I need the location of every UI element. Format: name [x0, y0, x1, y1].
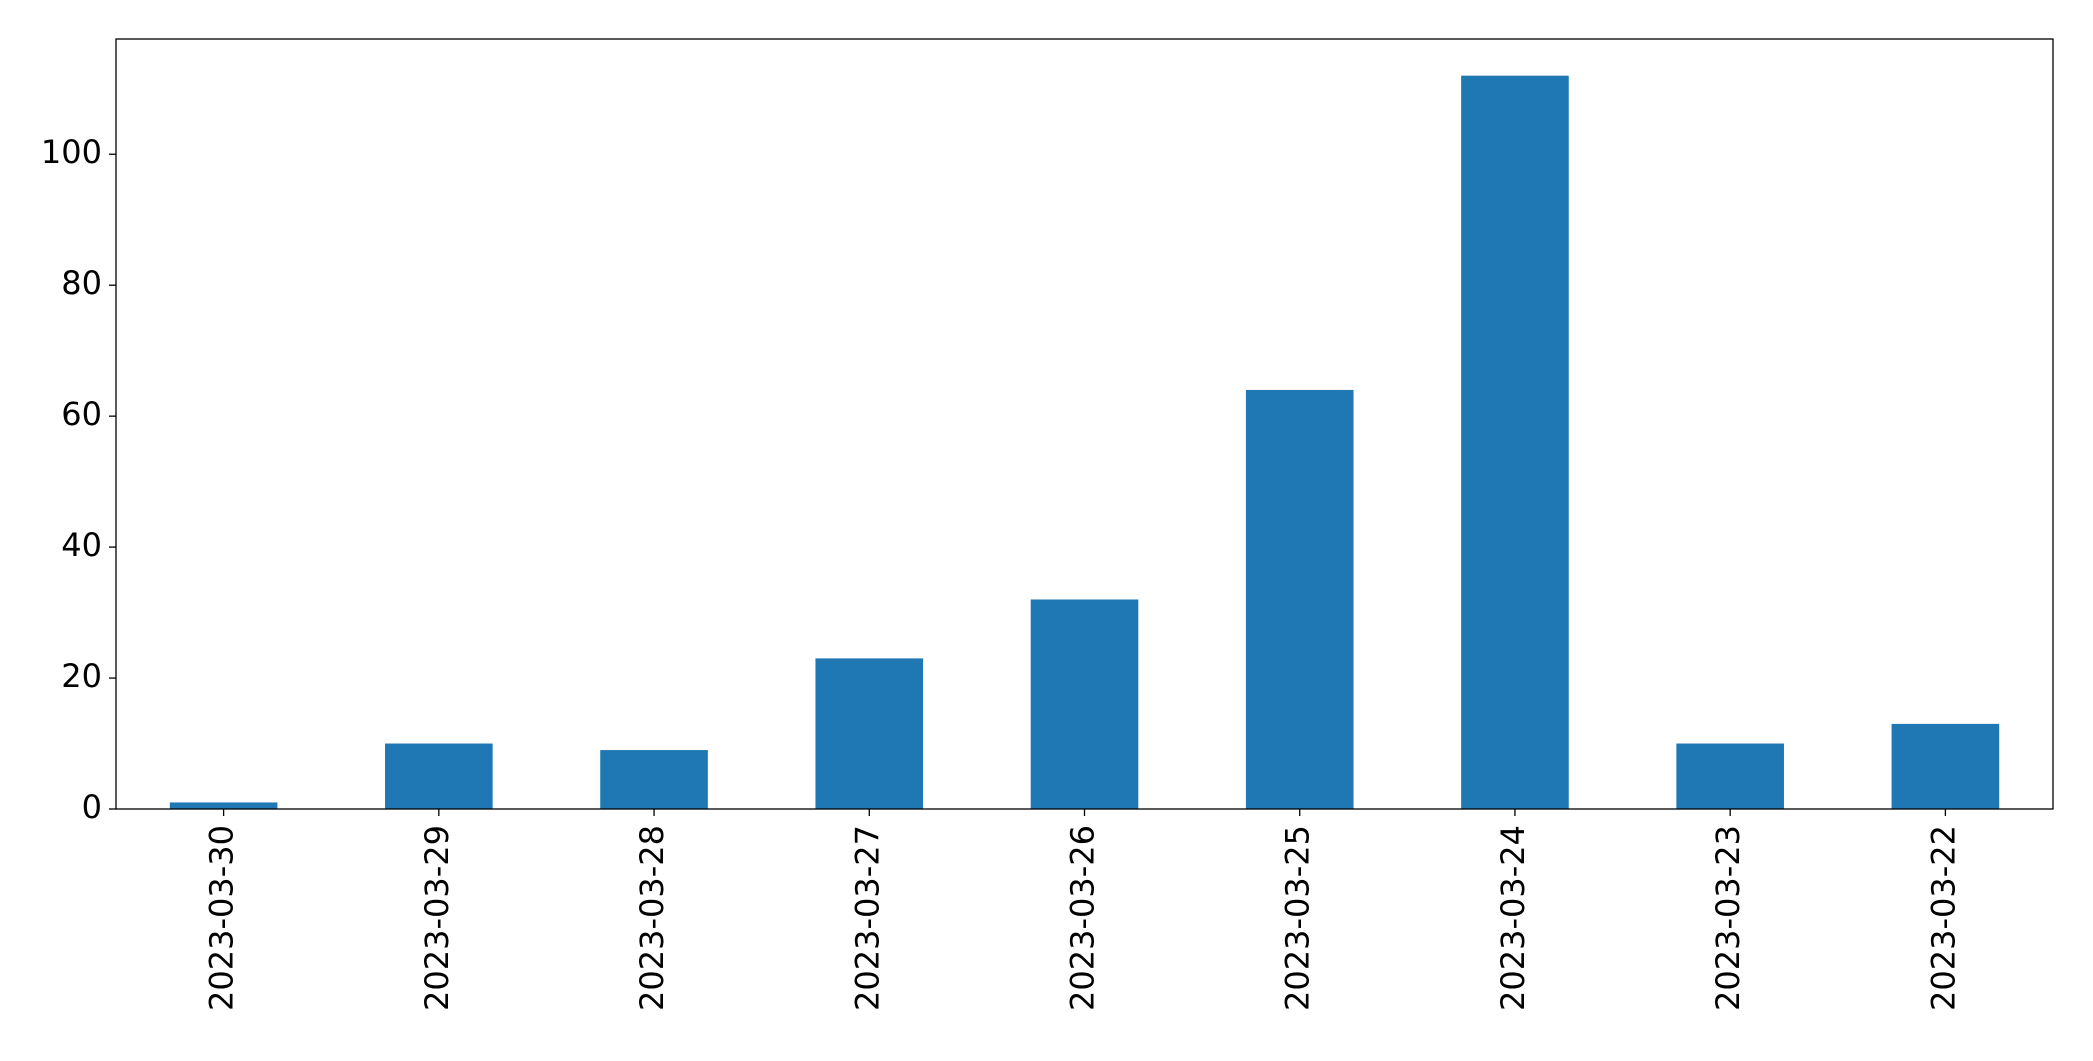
bar: [1461, 75, 1569, 809]
y-tick-label: 40: [61, 526, 102, 564]
y-tick-label: 0: [82, 788, 102, 826]
bar: [1245, 389, 1354, 809]
y-tick-label: 20: [61, 657, 102, 695]
bar: [1030, 599, 1139, 809]
x-tick-label: 2023-03-27: [848, 825, 886, 1011]
x-tick-label: 2023-03-23: [1709, 825, 1747, 1011]
bar: [385, 743, 493, 809]
y-tick-label: 80: [61, 264, 102, 302]
bar: [1891, 723, 2000, 809]
bar: [169, 802, 278, 809]
x-tick-label: 2023-03-29: [418, 825, 456, 1011]
y-tick-label: 100: [41, 133, 102, 171]
x-tick-label: 2023-03-26: [1064, 825, 1102, 1011]
x-tick-label: 2023-03-22: [1924, 825, 1962, 1011]
y-tick-label: 60: [61, 395, 102, 433]
bar: [815, 658, 924, 809]
bar: [1676, 743, 1784, 809]
bar: [600, 750, 708, 809]
x-tick-label: 2023-03-24: [1494, 825, 1532, 1011]
x-tick-label: 2023-03-30: [203, 825, 241, 1011]
x-tick-label: 2023-03-25: [1279, 825, 1317, 1011]
x-tick-label: 2023-03-28: [633, 825, 671, 1011]
